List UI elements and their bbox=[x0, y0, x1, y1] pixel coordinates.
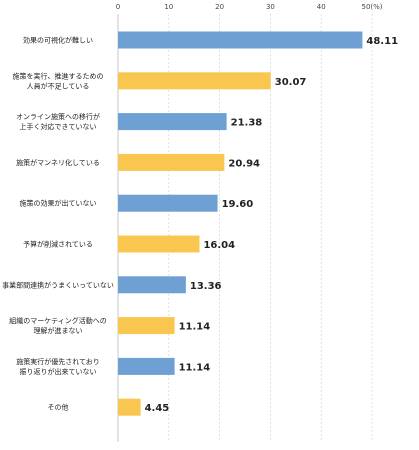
bar bbox=[118, 317, 175, 335]
bar bbox=[118, 235, 200, 253]
bar bbox=[118, 72, 271, 90]
x-axis-ticks: 0 10 20 30 40 50(%) bbox=[116, 3, 383, 11]
bars bbox=[118, 31, 363, 416]
category-label: オンライン施策への移行が上手く対応できていない bbox=[16, 112, 100, 131]
bar bbox=[118, 113, 227, 131]
value-label: 48.11 bbox=[366, 36, 398, 47]
value-label: 11.14 bbox=[179, 322, 211, 333]
category-label: その他 bbox=[48, 403, 69, 412]
value-label: 16.04 bbox=[203, 240, 235, 251]
category-labels: 効果の可視化が難しい施策を実行、推進するための人員が不足しているオンライン施策へ… bbox=[2, 36, 114, 412]
value-label: 4.45 bbox=[145, 403, 170, 414]
value-label: 20.94 bbox=[228, 158, 260, 169]
bar bbox=[118, 357, 175, 375]
x-tick-label: 10 bbox=[164, 3, 173, 11]
category-label: 事業部間連携がうまくいっていない bbox=[2, 280, 114, 289]
category-label: 効果の可視化が難しい bbox=[23, 36, 93, 45]
x-tick-label: 50(%) bbox=[361, 3, 382, 11]
x-tick-label: 30 bbox=[266, 3, 275, 11]
bar bbox=[118, 31, 363, 49]
bar bbox=[118, 276, 186, 294]
category-label: 組織のマーケティング活動への理解が進まない bbox=[9, 316, 106, 335]
x-tick-label: 0 bbox=[116, 3, 120, 11]
bar bbox=[118, 153, 225, 171]
bar bbox=[118, 398, 141, 416]
bar bbox=[118, 194, 218, 212]
value-labels: 48.11 30.07 21.38 20.94 19.60 16.04 13.36 11.14… bbox=[145, 36, 398, 414]
category-label: 施策を実行、推進するための人員が不足している bbox=[13, 71, 104, 90]
value-label: 13.36 bbox=[190, 281, 222, 292]
x-tick-label: 20 bbox=[215, 3, 224, 11]
category-label: 施策実行が優先されており振り返りが出来ていない bbox=[16, 357, 100, 376]
value-label: 21.38 bbox=[231, 118, 263, 129]
x-tick-label: 40 bbox=[317, 3, 326, 11]
category-label: 予算が削減されている bbox=[23, 240, 93, 249]
value-label: 30.07 bbox=[275, 77, 307, 88]
category-label: 施策の効果が出ていない bbox=[20, 199, 97, 208]
value-label: 11.14 bbox=[179, 362, 211, 373]
category-label: 施策がマンネリ化している bbox=[16, 158, 100, 167]
value-label: 19.60 bbox=[222, 199, 254, 210]
